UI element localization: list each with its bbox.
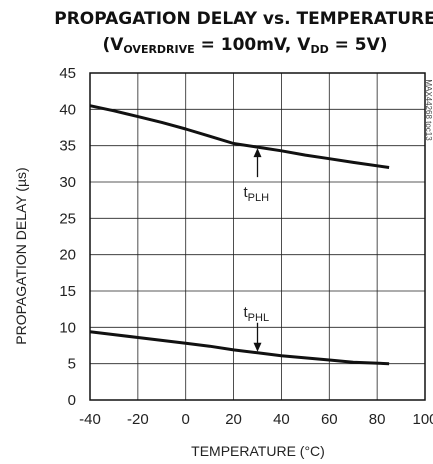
x-tick-label: -40 (79, 411, 101, 428)
y-tick-label: 45 (59, 65, 76, 82)
x-tick-label: 40 (273, 411, 290, 428)
y-tick-label: 25 (59, 210, 76, 227)
tphl-label: tPHL (244, 304, 270, 324)
y-tick-label: 30 (59, 174, 76, 191)
x-axis-label: TEMPERATURE (°C) (191, 443, 325, 459)
y-tick-label: 20 (59, 247, 76, 264)
y-tick-label: 5 (68, 356, 76, 373)
tplh-label: tPLH (244, 184, 270, 204)
data-series (89, 104, 390, 366)
plot-frame (89, 72, 426, 401)
figure-id-note: MAX44268 toc13 (424, 79, 433, 141)
x-tick-label: 80 (369, 411, 386, 428)
y-tick-label: 35 (59, 138, 76, 155)
x-tick-label: -20 (127, 411, 149, 428)
axis-ticks: -40 -20 0 20 40 60 80 100 0 5 10 15 20 25 30 35 40 45 (59, 65, 433, 428)
x-tick-label: 20 (225, 411, 242, 428)
x-tick-label: 60 (321, 411, 338, 428)
x-tick-label: 0 (182, 411, 190, 428)
series-line-tphl (89, 330, 390, 366)
y-tick-label: 15 (59, 283, 76, 300)
annotations: tPLH tPHL (244, 148, 270, 352)
chart-subtitle: (VOVERDRIVE = 100mV, VDD = 5V) (102, 35, 387, 56)
y-tick-label: 10 (59, 319, 76, 336)
chart-title: PROPAGATION DELAY vs. TEMPERATURE (54, 9, 433, 29)
tphl-arrow-head (253, 342, 262, 352)
y-axis-label: PROPAGATION DELAY (µs) (13, 167, 29, 344)
tplh-arrow-head (253, 148, 262, 158)
x-tick-label: 100 (412, 411, 433, 428)
series-line-tplh (89, 104, 390, 169)
y-tick-label: 40 (59, 101, 76, 118)
y-tick-label: 0 (68, 392, 76, 409)
